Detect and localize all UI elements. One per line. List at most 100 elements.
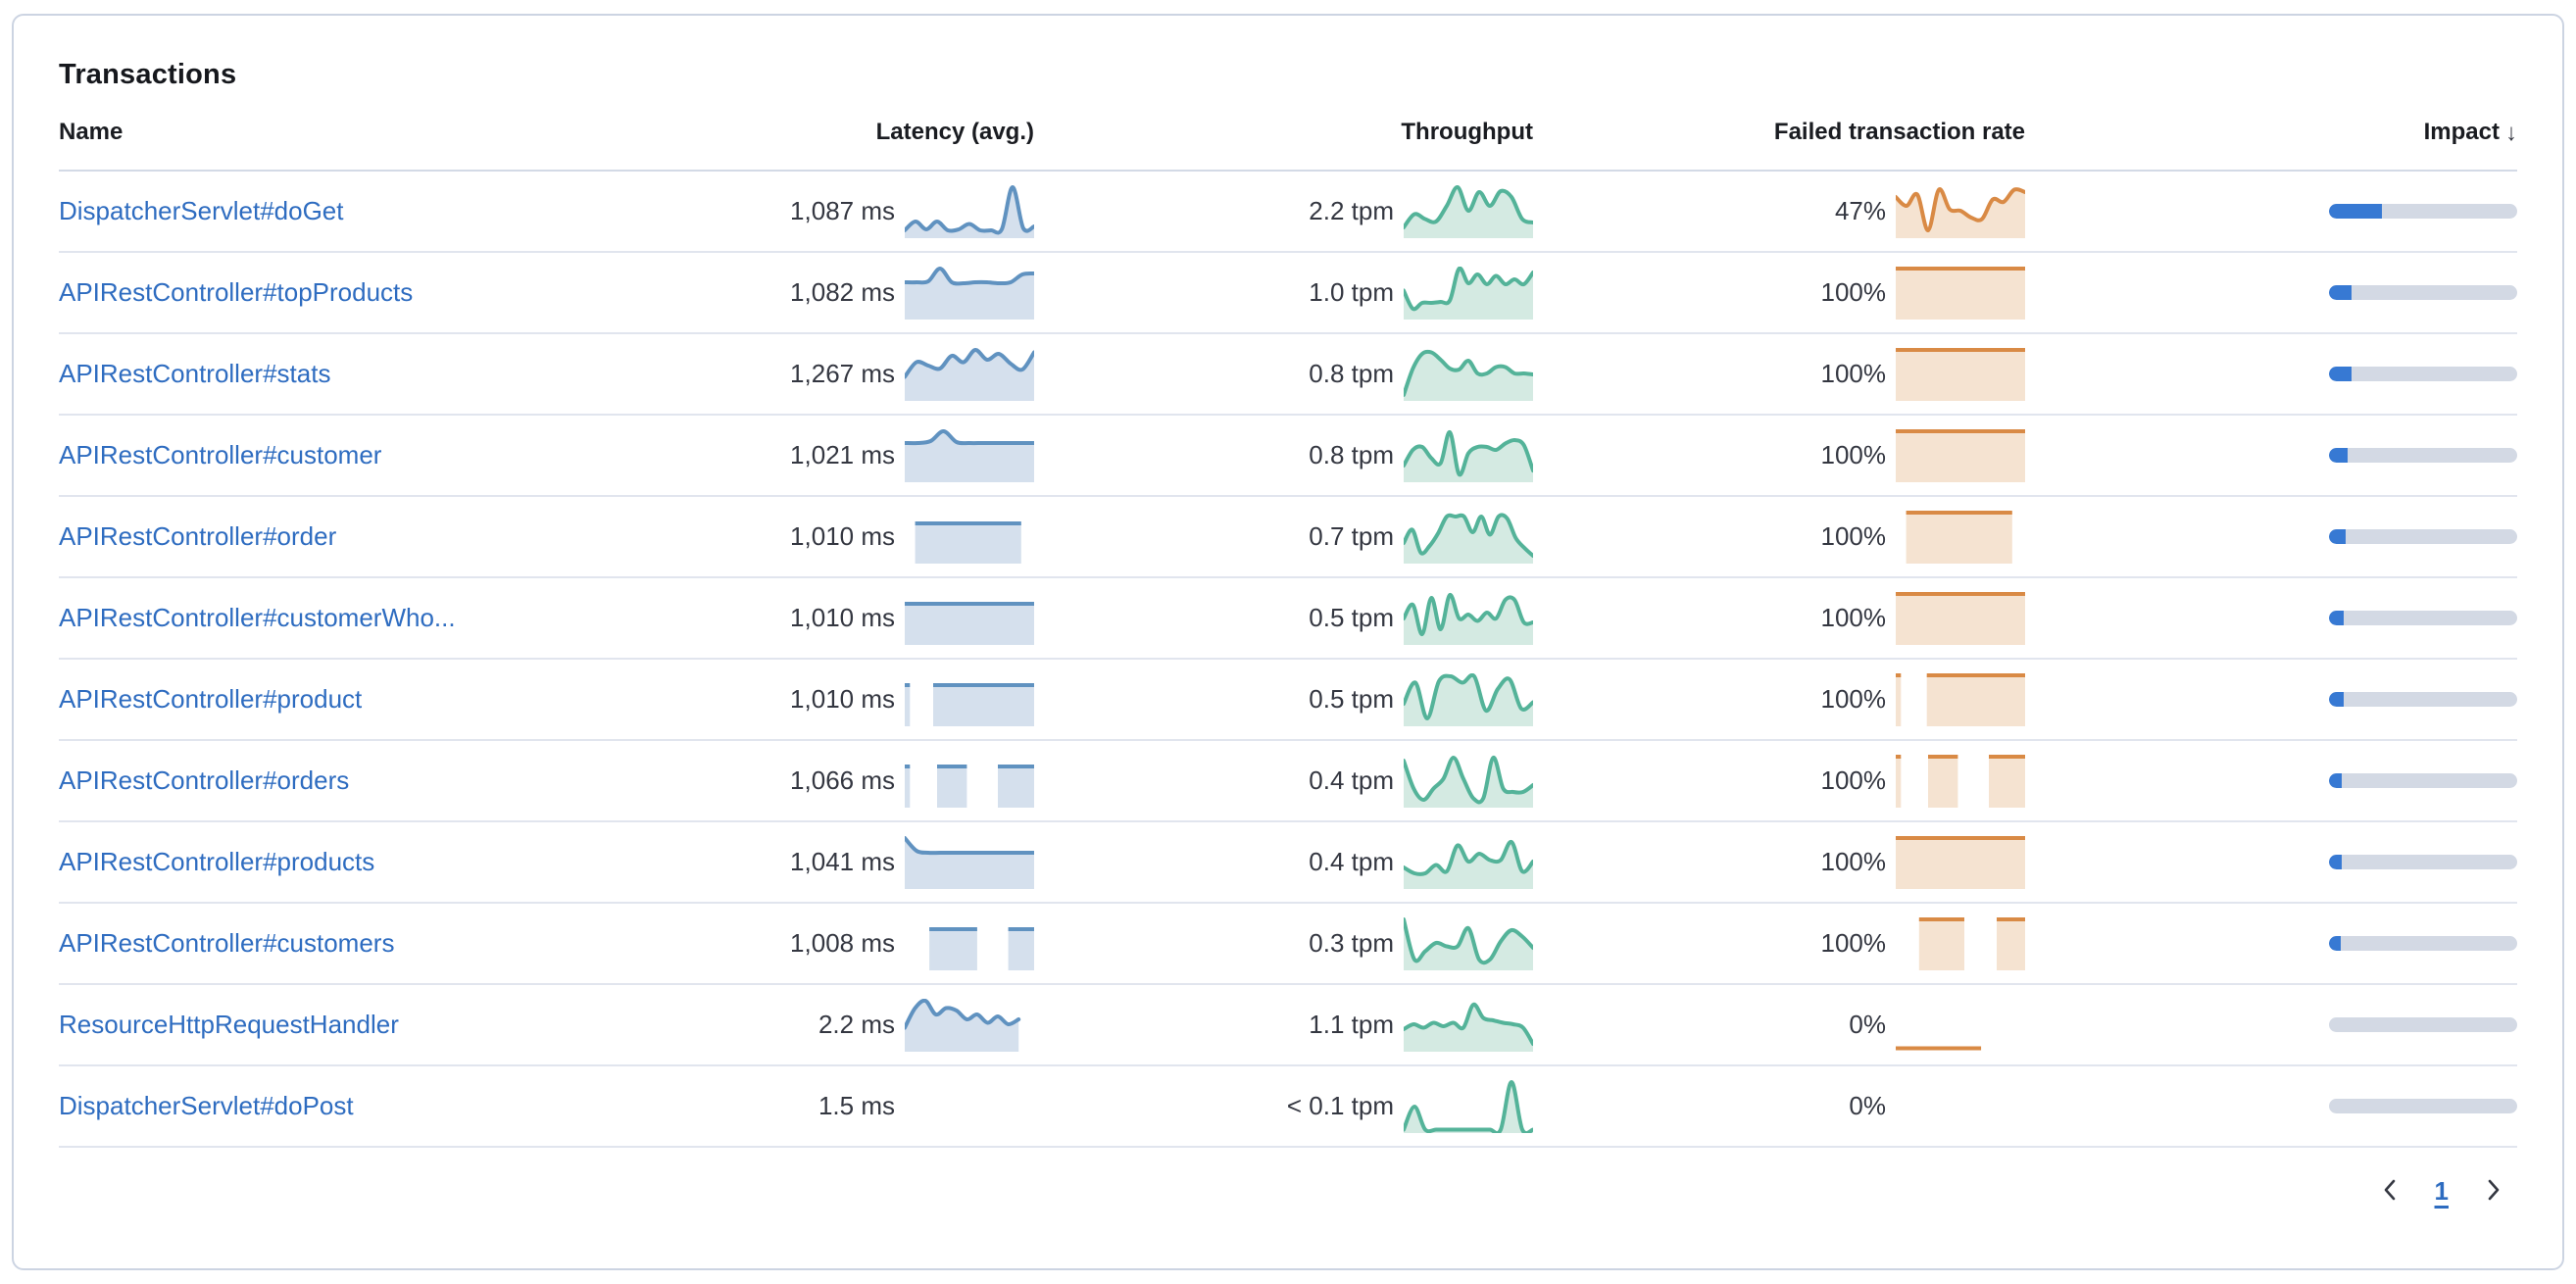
latency-sparkline (905, 347, 1034, 401)
transaction-name-link[interactable]: ResourceHttpRequestHandler (59, 1010, 399, 1039)
transaction-name-link[interactable]: DispatcherServlet#doPost (59, 1091, 354, 1120)
latency-cell: 1,087 ms (627, 184, 1034, 238)
impact-bar (2329, 529, 2517, 544)
transaction-name-link[interactable]: APIRestController#order (59, 521, 337, 551)
column-header-failed-rate[interactable]: Failed transaction rate (1773, 119, 2025, 145)
table-row: ResourceHttpRequestHandler 2.2 ms 1.1 tpm 0… (59, 985, 2517, 1066)
failed-rate-sparkline (1896, 185, 2025, 238)
table-row: APIRestController#stats 1,267 ms 0.8 tpm 10… (59, 334, 2517, 416)
name-cell: ResourceHttpRequestHandler (59, 1010, 627, 1040)
transaction-name-link[interactable]: APIRestController#products (59, 847, 375, 876)
latency-cell: 1,021 ms (627, 428, 1034, 482)
impact-cell (2025, 611, 2517, 625)
throughput-sparkline (1404, 348, 1533, 401)
failed-rate-sparkline (1896, 1080, 2025, 1133)
impact-bar-fill (2329, 367, 2353, 381)
latency-sparkline (905, 266, 1034, 320)
column-header-impact-label: Impact (2423, 119, 2500, 145)
throughput-value: 1.1 tpm (1309, 1010, 1394, 1039)
prev-page-button[interactable] (2376, 1176, 2405, 1206)
failed-cell: 100% (1533, 591, 2025, 645)
table-row: DispatcherServlet#doGet 1,087 ms 2.2 tpm 47… (59, 172, 2517, 253)
failed-rate-value: 0% (1849, 1010, 1886, 1039)
latency-value: 1,082 ms (790, 277, 895, 307)
impact-cell (2025, 773, 2517, 788)
impact-bar (2329, 367, 2517, 381)
failed-cell: 100% (1533, 347, 2025, 401)
throughput-sparkline (1404, 184, 1533, 238)
throughput-sparkline (1404, 755, 1533, 808)
latency-value: 1.5 ms (817, 1091, 895, 1120)
transaction-name-link[interactable]: APIRestController#customer (59, 440, 382, 469)
column-header-impact[interactable]: Impact ↓ (2025, 119, 2517, 146)
throughput-sparkline (1404, 592, 1533, 645)
failed-rate-sparkline (1896, 999, 2025, 1052)
name-cell: APIRestController#products (59, 847, 627, 877)
failed-cell: 100% (1533, 266, 2025, 320)
page-number-1[interactable]: 1 (2434, 1175, 2449, 1206)
name-cell: APIRestController#customer (59, 440, 627, 470)
latency-sparkline (905, 511, 1034, 564)
throughput-sparkline (1404, 511, 1533, 564)
next-page-button[interactable] (2478, 1176, 2507, 1206)
failed-cell: 100% (1533, 754, 2025, 808)
failed-cell: 47% (1533, 185, 2025, 238)
impact-cell (2025, 367, 2517, 381)
failed-rate-sparkline (1896, 672, 2025, 726)
transaction-name-link[interactable]: APIRestController#customers (59, 928, 395, 958)
latency-value: 1,041 ms (790, 847, 895, 876)
impact-cell (2025, 1099, 2517, 1113)
impact-cell (2025, 692, 2517, 707)
failed-cell: 100% (1533, 428, 2025, 482)
throughput-cell: 0.8 tpm (1034, 348, 1533, 401)
failed-rate-value: 100% (1820, 603, 1887, 632)
latency-cell: 1,010 ms (627, 673, 1034, 726)
failed-rate-sparkline (1896, 347, 2025, 401)
throughput-sparkline (1404, 266, 1533, 320)
throughput-cell: 1.0 tpm (1034, 266, 1533, 320)
latency-value: 1,267 ms (790, 359, 895, 388)
latency-sparkline (905, 673, 1034, 726)
throughput-value: 0.8 tpm (1309, 440, 1394, 469)
column-header-throughput[interactable]: Throughput (1401, 119, 1533, 145)
throughput-sparkline (1404, 916, 1533, 970)
throughput-cell: 0.5 tpm (1034, 592, 1533, 645)
impact-bar-fill (2329, 611, 2345, 625)
name-cell: APIRestController#product (59, 684, 627, 715)
latency-sparkline (905, 755, 1034, 808)
impact-bar-fill (2329, 773, 2343, 788)
impact-bar (2329, 855, 2517, 869)
name-cell: APIRestController#customerWho... (59, 603, 627, 633)
failed-rate-value: 0% (1849, 1091, 1886, 1120)
failed-rate-value: 100% (1820, 928, 1887, 958)
throughput-sparkline (1404, 1079, 1533, 1133)
throughput-value: 0.5 tpm (1309, 684, 1394, 714)
table-row: APIRestController#orders 1,066 ms 0.4 tpm 1… (59, 741, 2517, 822)
impact-bar (2329, 1099, 2517, 1113)
column-header-latency[interactable]: Latency (avg.) (875, 119, 1034, 145)
pagination: 1 (59, 1148, 2517, 1234)
failed-cell: 100% (1533, 916, 2025, 970)
failed-rate-value: 100% (1820, 521, 1887, 551)
failed-rate-sparkline (1896, 754, 2025, 808)
name-cell: DispatcherServlet#doGet (59, 196, 627, 226)
latency-value: 1,021 ms (790, 440, 895, 469)
transaction-name-link[interactable]: APIRestController#product (59, 684, 363, 714)
throughput-cell: 1.1 tpm (1034, 999, 1533, 1052)
latency-value: 1,087 ms (790, 196, 895, 225)
transaction-name-link[interactable]: APIRestController#topProducts (59, 277, 414, 307)
transaction-name-link[interactable]: DispatcherServlet#doGet (59, 196, 344, 225)
transaction-name-link[interactable]: APIRestController#customerWho... (59, 603, 456, 632)
latency-value: 2.2 ms (817, 1010, 895, 1039)
table-row: APIRestController#customer 1,021 ms 0.8 tp… (59, 416, 2517, 497)
transactions-panel: Transactions Name Latency (avg.) Through… (12, 14, 2564, 1270)
impact-bar (2329, 285, 2517, 300)
transaction-name-link[interactable]: APIRestController#stats (59, 359, 331, 388)
name-cell: APIRestController#topProducts (59, 277, 627, 308)
throughput-sparkline (1404, 836, 1533, 889)
throughput-cell: 0.5 tpm (1034, 672, 1533, 726)
name-cell: APIRestController#order (59, 521, 627, 552)
transaction-name-link[interactable]: APIRestController#orders (59, 765, 350, 795)
latency-value: 1,010 ms (790, 603, 895, 632)
throughput-value: 0.4 tpm (1309, 847, 1394, 876)
